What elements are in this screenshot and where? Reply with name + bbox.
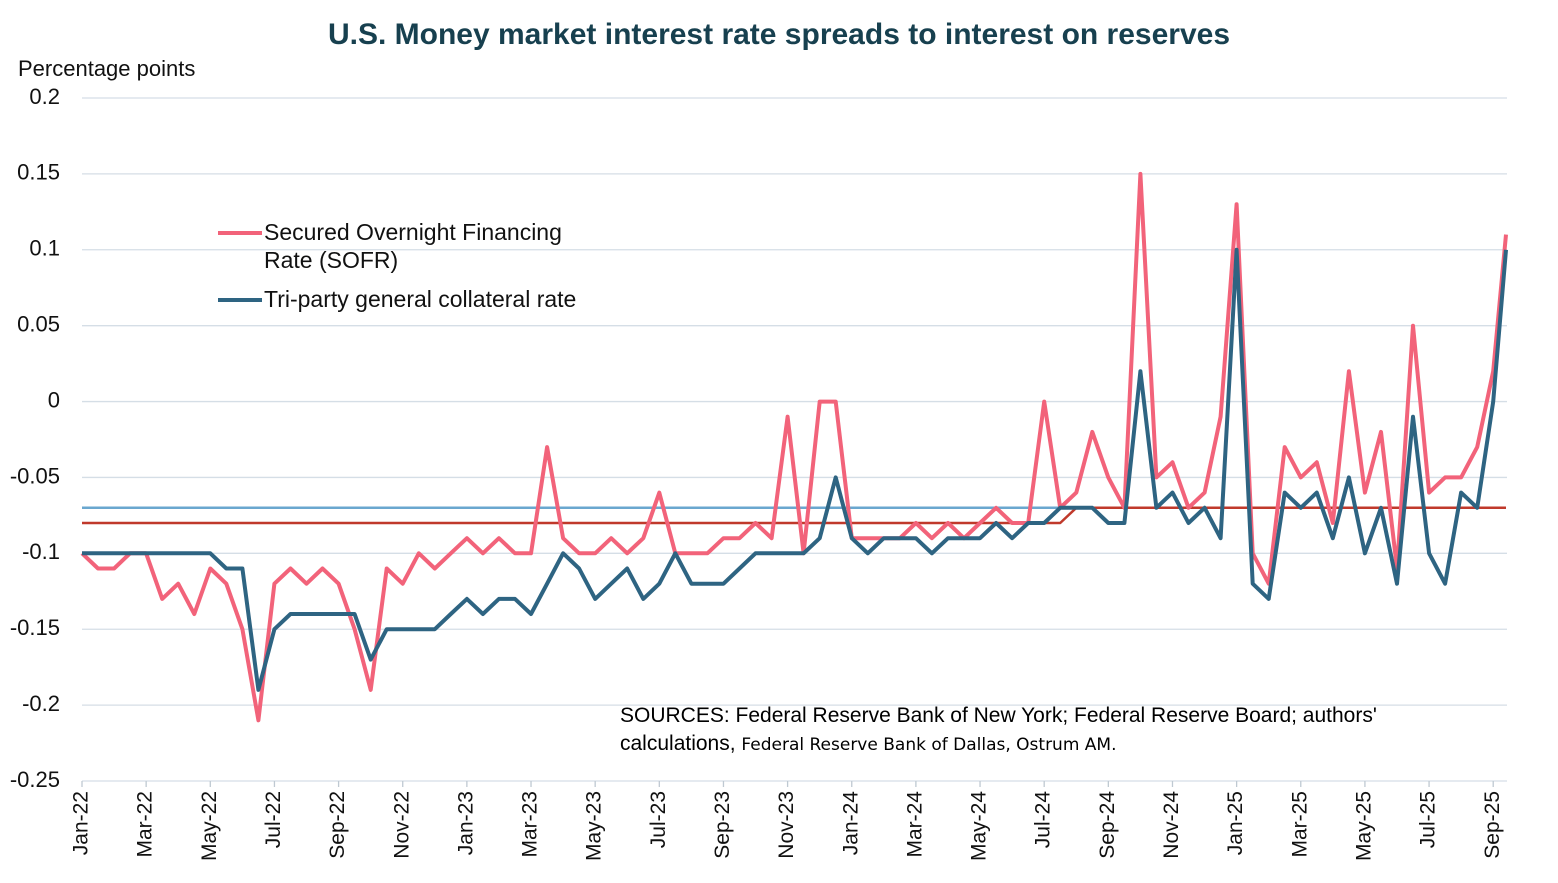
x-tick-label: Jul-23 xyxy=(647,791,670,848)
legend-item: Tri-party general collateral rate xyxy=(218,285,598,313)
x-tick-label: Jan-25 xyxy=(1224,791,1247,855)
source-text: SOURCES: Federal Reserve Bank of New Yor… xyxy=(620,704,1377,755)
legend-swatch xyxy=(218,231,262,235)
x-tick-label: Nov-23 xyxy=(775,791,798,859)
x-tick-label: Nov-22 xyxy=(390,791,413,859)
x-tick-label: May-22 xyxy=(198,791,221,861)
y-tick-label: 0.15 xyxy=(17,160,60,185)
series-line xyxy=(82,247,1508,692)
legend-label: Secured Overnight Financing Rate (SOFR) xyxy=(264,219,562,273)
x-tick-label: May-24 xyxy=(968,791,991,861)
y-tick-label: -0.15 xyxy=(10,615,60,640)
x-tick-label: Sep-23 xyxy=(711,791,734,859)
x-tick-label: Nov-24 xyxy=(1160,791,1183,859)
x-tick-label: Jul-22 xyxy=(262,791,285,848)
y-tick-label: 0.2 xyxy=(29,84,60,109)
legend-item: Secured Overnight Financing Rate (SOFR) xyxy=(218,218,598,274)
x-tick-label: Sep-24 xyxy=(1096,791,1119,859)
reference-line xyxy=(82,506,1506,525)
x-tick-label: Jan-22 xyxy=(70,791,93,855)
y-tick-label: -0.25 xyxy=(10,767,60,792)
legend-label: Tri-party general collateral rate xyxy=(264,286,577,312)
y-tick-label: -0.05 xyxy=(10,463,60,488)
source-text: Federal Reserve Bank of Dallas, Ostrum A… xyxy=(741,735,1117,755)
x-tick-label: Jan-23 xyxy=(454,791,477,855)
x-tick-label: May-25 xyxy=(1352,791,1375,861)
source-note: SOURCES: Federal Reserve Bank of New Yor… xyxy=(620,702,1460,759)
y-tick-label: 0 xyxy=(48,387,60,412)
x-tick-label: Mar-24 xyxy=(903,791,926,858)
x-tick-label: Jan-24 xyxy=(839,791,862,856)
x-tick-label: Jul-25 xyxy=(1417,791,1440,848)
chart-title: U.S. Money market interest rate spreads … xyxy=(328,18,1230,51)
x-tick-label: Mar-22 xyxy=(134,791,157,858)
x-tick-label: Sep-22 xyxy=(326,791,349,859)
x-tick-label: May-23 xyxy=(583,791,606,861)
x-tick-label: Sep-25 xyxy=(1481,791,1504,859)
y-tick-label: -0.2 xyxy=(22,691,60,716)
y-axis-label: Percentage points xyxy=(18,56,195,81)
y-tick-label: 0.1 xyxy=(29,236,60,261)
x-tick-label: Mar-25 xyxy=(1288,791,1311,858)
y-tick-label: -0.1 xyxy=(22,539,60,564)
x-tick-label: Jul-24 xyxy=(1032,791,1055,849)
legend-swatch xyxy=(218,298,262,302)
series-line xyxy=(80,171,1508,723)
x-tick-label: Mar-23 xyxy=(519,791,542,858)
y-tick-label: 0.05 xyxy=(17,311,60,336)
